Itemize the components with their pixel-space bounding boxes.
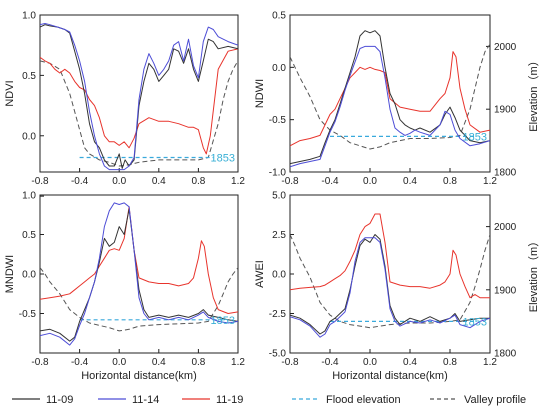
legend: 11-09 11-14 11-19 Flood elevation Valley pro… [12,394,526,406]
x-tick-label: 1.2 [483,176,497,187]
y-tick-label: 1.0 [22,191,36,202]
y-tick-label: 0.0 [272,270,286,281]
legend-label-flood: Flood elevation [326,394,401,406]
y-tick-label: -1.0 [269,168,287,179]
y-tick-label: 0.0 [272,63,286,74]
x-axis-label: Horizontal distance(km) [332,370,448,382]
y-tick-label: 0.5 [272,11,286,22]
elevation-axis-label: Elevation（m） [527,236,540,312]
flood-level-label: 1853 [463,131,487,143]
legend-label-valley: Valley profile [464,394,526,406]
y-axis-label: MNDWI [4,255,16,294]
elevation-tick-label: 2000 [494,42,517,53]
series-line-11-14 [40,23,238,171]
y-tick-label: -5.0 [269,349,287,360]
x-tick-label: 0.8 [443,176,457,187]
y-tick-label: 5.0 [272,191,286,202]
series-line-11-14 [40,202,238,346]
x-tick-label: 1.2 [231,176,245,187]
panel-bottom-right: -0.8 -0.4 0.0 0.4 0.8 1.2 -5.0 -2.5 0.0 2.5 5.0 AWE… [254,191,540,383]
series-line-11-19 [290,51,490,147]
series-line-11-09 [40,24,238,169]
series-group [290,30,490,168]
series-group [40,202,238,346]
x-tick-label: -0.4 [71,357,89,368]
y-axis-label: NDWI [254,79,266,108]
series-group [290,213,490,338]
elevation-axis-label: Elevation（m） [527,55,540,131]
x-tick-label: 0.0 [112,176,126,187]
y-tick-label: -0.5 [19,309,37,320]
y-axis-label: NDVI [4,80,16,106]
panel-bottom-left: -0.8 -0.4 0.0 0.4 0.8 1.2 -0.5 0.0 0.5 1.0 MNDWI 18… [4,191,245,383]
series-line-11-09 [40,208,238,342]
y-tick-label: -0.5 [269,115,287,126]
flood-level-label: 1853 [211,315,235,327]
x-tick-label: 0.4 [403,176,417,187]
flood-level-label: 1853 [463,316,487,328]
x-tick-label: 0.0 [112,357,126,368]
flood-level-label: 1853 [211,153,235,165]
x-tick-label: 0.4 [152,357,166,368]
plot-frame [289,14,491,173]
legend-label-11-14: 11-14 [132,394,159,406]
x-tick-label: 0.8 [443,357,457,368]
y-tick-label: -2.5 [269,309,287,320]
elevation-tick-label: 2000 [494,222,517,233]
elevation-tick-label: 1800 [494,349,517,360]
series-line-valley [290,234,490,329]
series-line-11-09 [290,30,490,165]
x-tick-label: 0.0 [363,176,377,187]
elevation-tick-label: 1900 [494,285,517,296]
series-line-valley [40,267,238,332]
panel-top-right: -0.8 -0.4 0.0 0.4 0.8 1.2 -1.0 -0.5 0.0 0.5 NDWI 18… [254,11,540,188]
y-tick-label: 2.5 [272,230,286,241]
series-line-11-19 [40,48,238,155]
x-tick-label: -0.4 [321,357,339,368]
y-tick-label: 1.0 [22,11,36,22]
x-tick-label: 0.8 [191,357,205,368]
x-tick-label: 0.4 [152,176,166,187]
x-tick-label: 1.2 [231,357,245,368]
x-tick-label: -0.4 [321,176,339,187]
x-tick-label: -0.4 [71,176,89,187]
elevation-tick-label: 1900 [494,105,517,116]
y-tick-label: 0.5 [22,230,36,241]
y-axis-label: AWEI [254,260,266,288]
legend-label-11-19: 11-19 [216,394,243,406]
x-tick-label: -0.8 [31,176,49,187]
x-tick-label: 0.8 [191,176,205,187]
plot-frame [39,14,239,173]
x-tick-label: 0.4 [403,357,417,368]
legend-label-11-09: 11-09 [46,394,73,406]
series-line-11-14 [290,45,490,168]
series-line-valley [40,60,238,167]
panel-top-left: -0.8 -0.4 0.0 0.4 0.8 1.2 0.0 0.5 1.0 NDVI 1853 [4,11,245,197]
y-tick-label: 0.0 [22,270,36,281]
x-tick-label: -0.8 [281,357,299,368]
y-tick-label: 0.5 [22,71,36,82]
x-tick-label: 0.0 [363,357,377,368]
series-line-11-14 [290,237,490,338]
x-tick-label: -0.8 [31,357,49,368]
series-group [40,23,238,171]
y-tick-label: 0.0 [22,131,36,142]
x-tick-label: 1.2 [483,357,497,368]
series-line-valley [290,44,490,150]
x-axis-label: Horizontal distance(km) [81,370,197,382]
series-line-11-19 [290,213,490,299]
x-tick-label: -0.8 [281,176,299,187]
elevation-tick-label: 1800 [494,168,517,179]
